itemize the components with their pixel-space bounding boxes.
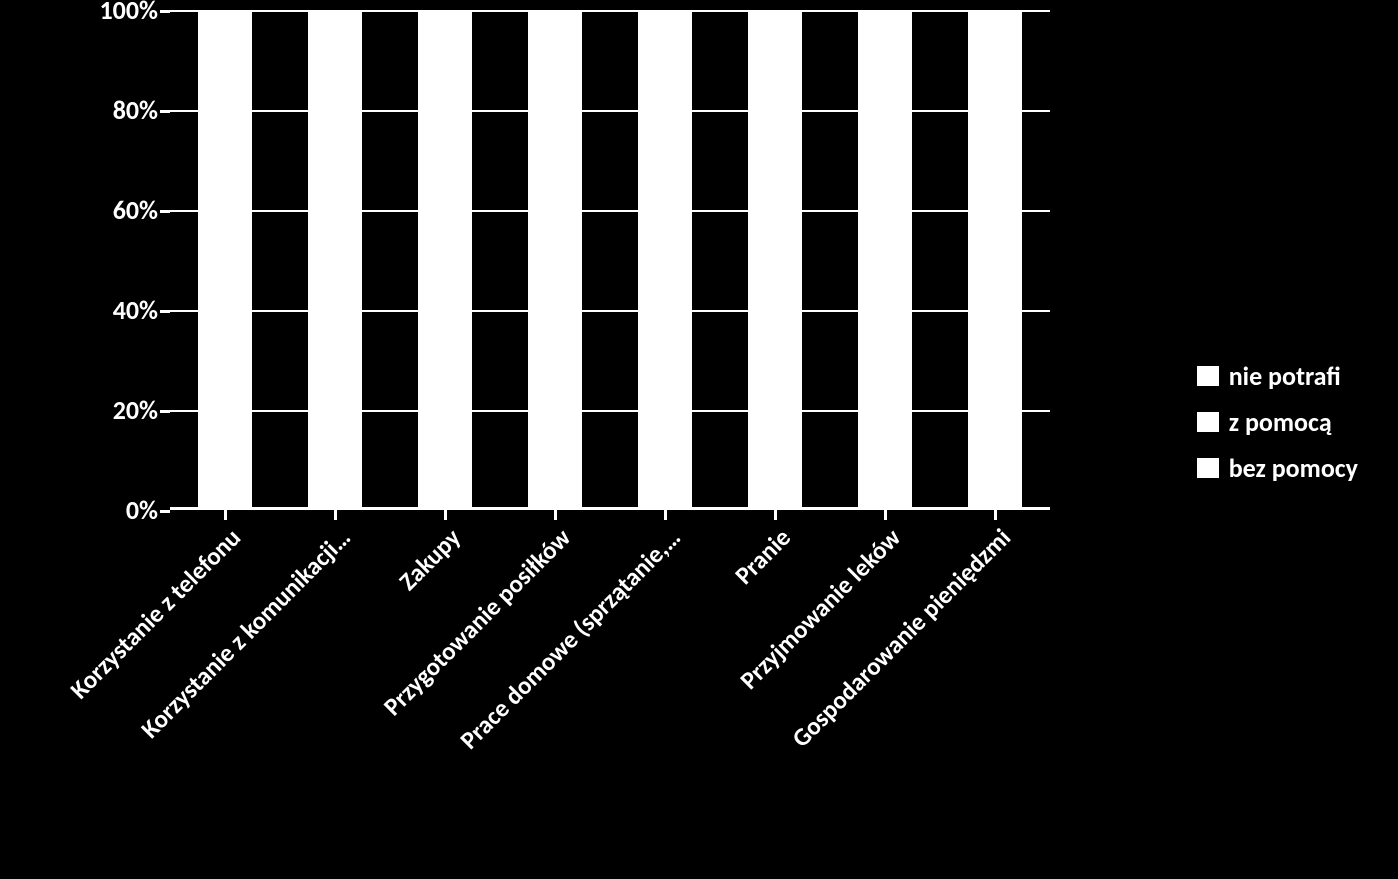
bar-slot [280,10,390,507]
legend-swatch [1197,412,1219,432]
xtick-slot: Korzystanie z komunikacji… [280,510,390,870]
ytick-label: 60% [8,194,158,226]
bar [308,10,362,507]
bar-slot [720,10,830,507]
xtick-mark [554,510,557,520]
bar-slot [830,10,940,507]
bars-container [170,10,1050,507]
bar-slot [170,10,280,507]
ytick-label: 0% [8,494,158,526]
gridline [170,310,1050,312]
bar [528,10,582,507]
legend-label: nie potrafi [1229,360,1341,392]
xtick-mark [664,510,667,520]
xtick-label: Zakupy [392,522,467,597]
stacked-bar-chart: 0% 20% 40% 60% 80% 100% Korzystanie z te… [0,0,1398,879]
ytick-label: 40% [8,294,158,326]
gridline [170,110,1050,112]
xtick-slot: Gospodarowanie pieniędzmi [940,510,1050,870]
legend-item: bez pomocy [1197,452,1358,484]
bar [418,10,472,507]
bar-slot [940,10,1050,507]
legend: nie potrafi z pomocą bez pomocy [1197,360,1358,498]
legend-item: nie potrafi [1197,360,1358,392]
xtick-label: Pranie [728,522,797,591]
ytick-mark [160,110,170,113]
gridline [170,210,1050,212]
xtick-mark [334,510,337,520]
xtick-slot: Pranie [720,510,830,870]
legend-label: z pomocą [1229,406,1332,438]
xtick-slot: Prace domowe (sprzątanie,… [610,510,720,870]
legend-item: z pomocą [1197,406,1358,438]
ytick-mark [160,410,170,413]
xticks-container: Korzystanie z telefonu Korzystanie z kom… [170,510,1050,870]
legend-label: bez pomocy [1229,452,1358,484]
ytick-mark [160,510,170,513]
bar-slot [500,10,610,507]
xtick-mark [994,510,997,520]
bar [638,10,692,507]
xtick-mark [774,510,777,520]
xtick-mark [444,510,447,520]
bar-slot [610,10,720,507]
ytick-label: 80% [8,94,158,126]
bar [858,10,912,507]
gridline [170,10,1050,12]
ytick-label: 100% [8,0,158,26]
ytick-mark [160,210,170,213]
ytick-label: 20% [8,394,158,426]
xtick-mark [884,510,887,520]
bar [968,10,1022,507]
plot-area [170,10,1050,510]
ytick-mark [160,10,170,13]
legend-swatch [1197,458,1219,478]
bar-slot [390,10,500,507]
xtick-mark [224,510,227,520]
bar [748,10,802,507]
legend-swatch [1197,366,1219,386]
ytick-mark [160,310,170,313]
gridline [170,410,1050,412]
bar [198,10,252,507]
